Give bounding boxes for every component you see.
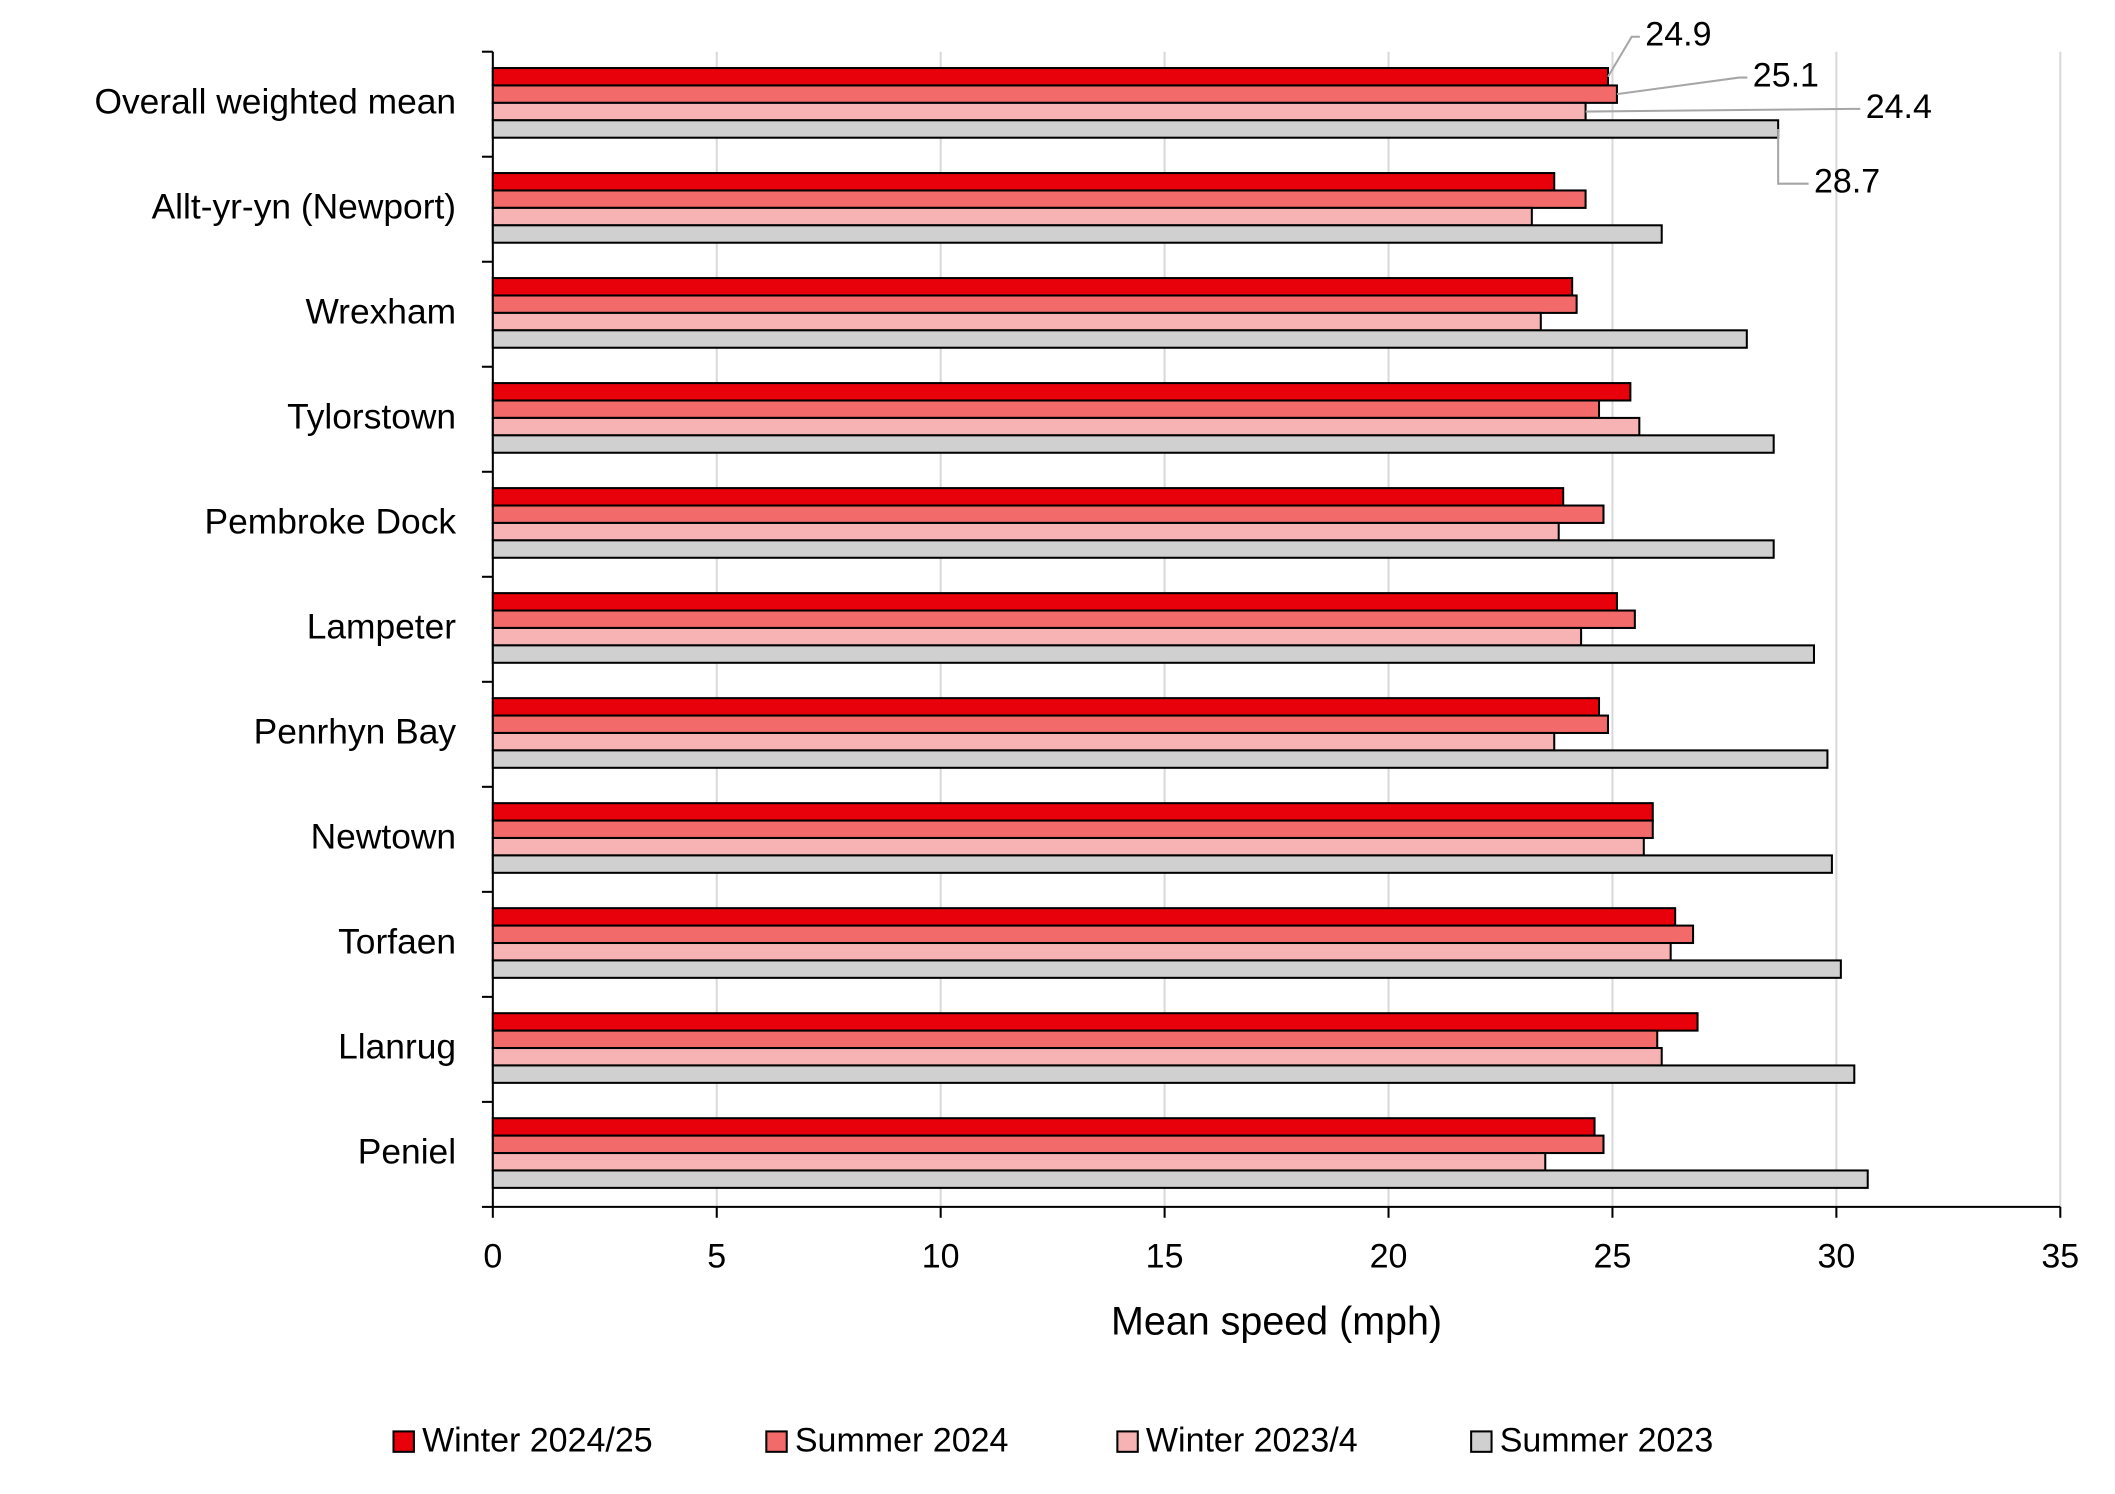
- bar: [491, 819, 1654, 840]
- bar: [491, 714, 1609, 734]
- bar: [491, 399, 1601, 419]
- bar: [491, 119, 1780, 139]
- data-label: 24.4: [1866, 88, 1932, 126]
- bar: [491, 277, 1574, 297]
- bar: [491, 592, 1618, 612]
- x-tick-label: 0: [483, 1238, 502, 1276]
- y-tick-label: Overall weighted mean: [94, 83, 456, 122]
- bar: [491, 434, 1775, 454]
- bar: [491, 101, 1587, 122]
- bar: [491, 854, 1833, 874]
- y-tick-label: Newtown: [311, 818, 456, 857]
- bar: [491, 959, 1842, 979]
- bar: [491, 1117, 1596, 1137]
- bar: [491, 802, 1654, 822]
- bar: [491, 504, 1605, 524]
- legend-swatch: [765, 1430, 788, 1453]
- bar: [491, 907, 1677, 927]
- x-axis-title: Mean speed (mph): [1111, 1299, 1442, 1343]
- bar: [491, 329, 1748, 349]
- bar: [491, 84, 1618, 104]
- bar: [491, 416, 1641, 437]
- bar: [491, 609, 1636, 629]
- x-tick-label: 25: [1594, 1238, 1632, 1276]
- leader-line: [1616, 76, 1748, 96]
- bar: [491, 1152, 1547, 1172]
- legend-swatch: [1116, 1430, 1139, 1453]
- bar: [491, 941, 1672, 962]
- bar: [491, 67, 1609, 87]
- bar: [491, 924, 1695, 945]
- bar: [491, 172, 1556, 192]
- bar: [491, 1169, 1869, 1189]
- bar: [491, 749, 1829, 769]
- leader-line: [1777, 128, 1809, 185]
- bar: [491, 487, 1565, 507]
- data-label: 25.1: [1753, 57, 1819, 95]
- x-tick-label: 30: [1817, 1238, 1855, 1276]
- bar: [491, 644, 1816, 664]
- bar: [491, 1029, 1659, 1050]
- legend-label: Summer 2024: [795, 1421, 1009, 1459]
- bar: [491, 206, 1533, 227]
- bar: [491, 521, 1560, 542]
- x-tick-label: 5: [707, 1238, 726, 1276]
- bar: [491, 836, 1645, 857]
- x-tick-label: 35: [2041, 1238, 2079, 1276]
- y-tick-label: Penrhyn Bay: [254, 713, 457, 752]
- y-tick-label: Wrexham: [305, 293, 456, 332]
- y-tick-label: Peniel: [358, 1133, 456, 1172]
- bar: [491, 224, 1663, 244]
- y-tick-label: Pembroke Dock: [205, 503, 457, 542]
- bar: [491, 189, 1587, 209]
- bar: [491, 731, 1556, 752]
- y-tick-label: Torfaen: [338, 923, 456, 962]
- y-tick-label: Llanrug: [338, 1028, 456, 1067]
- bar: [491, 311, 1542, 332]
- bar: [491, 1134, 1605, 1155]
- y-tick-label: Tylorstown: [287, 398, 456, 437]
- data-label: 28.7: [1814, 163, 1880, 201]
- bar: [491, 1012, 1699, 1032]
- x-tick-label: 15: [1146, 1238, 1184, 1276]
- legend-label: Winter 2023/4: [1146, 1421, 1358, 1459]
- x-tick-label: 20: [1370, 1238, 1408, 1276]
- legend-label: Winter 2024/25: [422, 1421, 653, 1459]
- bar: [491, 626, 1583, 647]
- bar: [491, 1047, 1663, 1067]
- leader-line: [1607, 35, 1640, 78]
- data-label: 24.9: [1645, 16, 1711, 54]
- bar: [491, 382, 1632, 402]
- legend-label: Summer 2023: [1500, 1421, 1714, 1459]
- x-tick-label: 10: [922, 1238, 960, 1276]
- leader-line: [1585, 107, 1861, 113]
- bar: [491, 1064, 1856, 1084]
- y-tick-label: Lampeter: [307, 608, 457, 647]
- bar: [491, 697, 1601, 717]
- legend-swatch: [392, 1430, 415, 1453]
- legend-swatch: [1470, 1430, 1493, 1453]
- y-tick-label: Allt-yr-yn (Newport): [152, 188, 457, 227]
- bar: [491, 539, 1775, 559]
- bar: [491, 294, 1578, 314]
